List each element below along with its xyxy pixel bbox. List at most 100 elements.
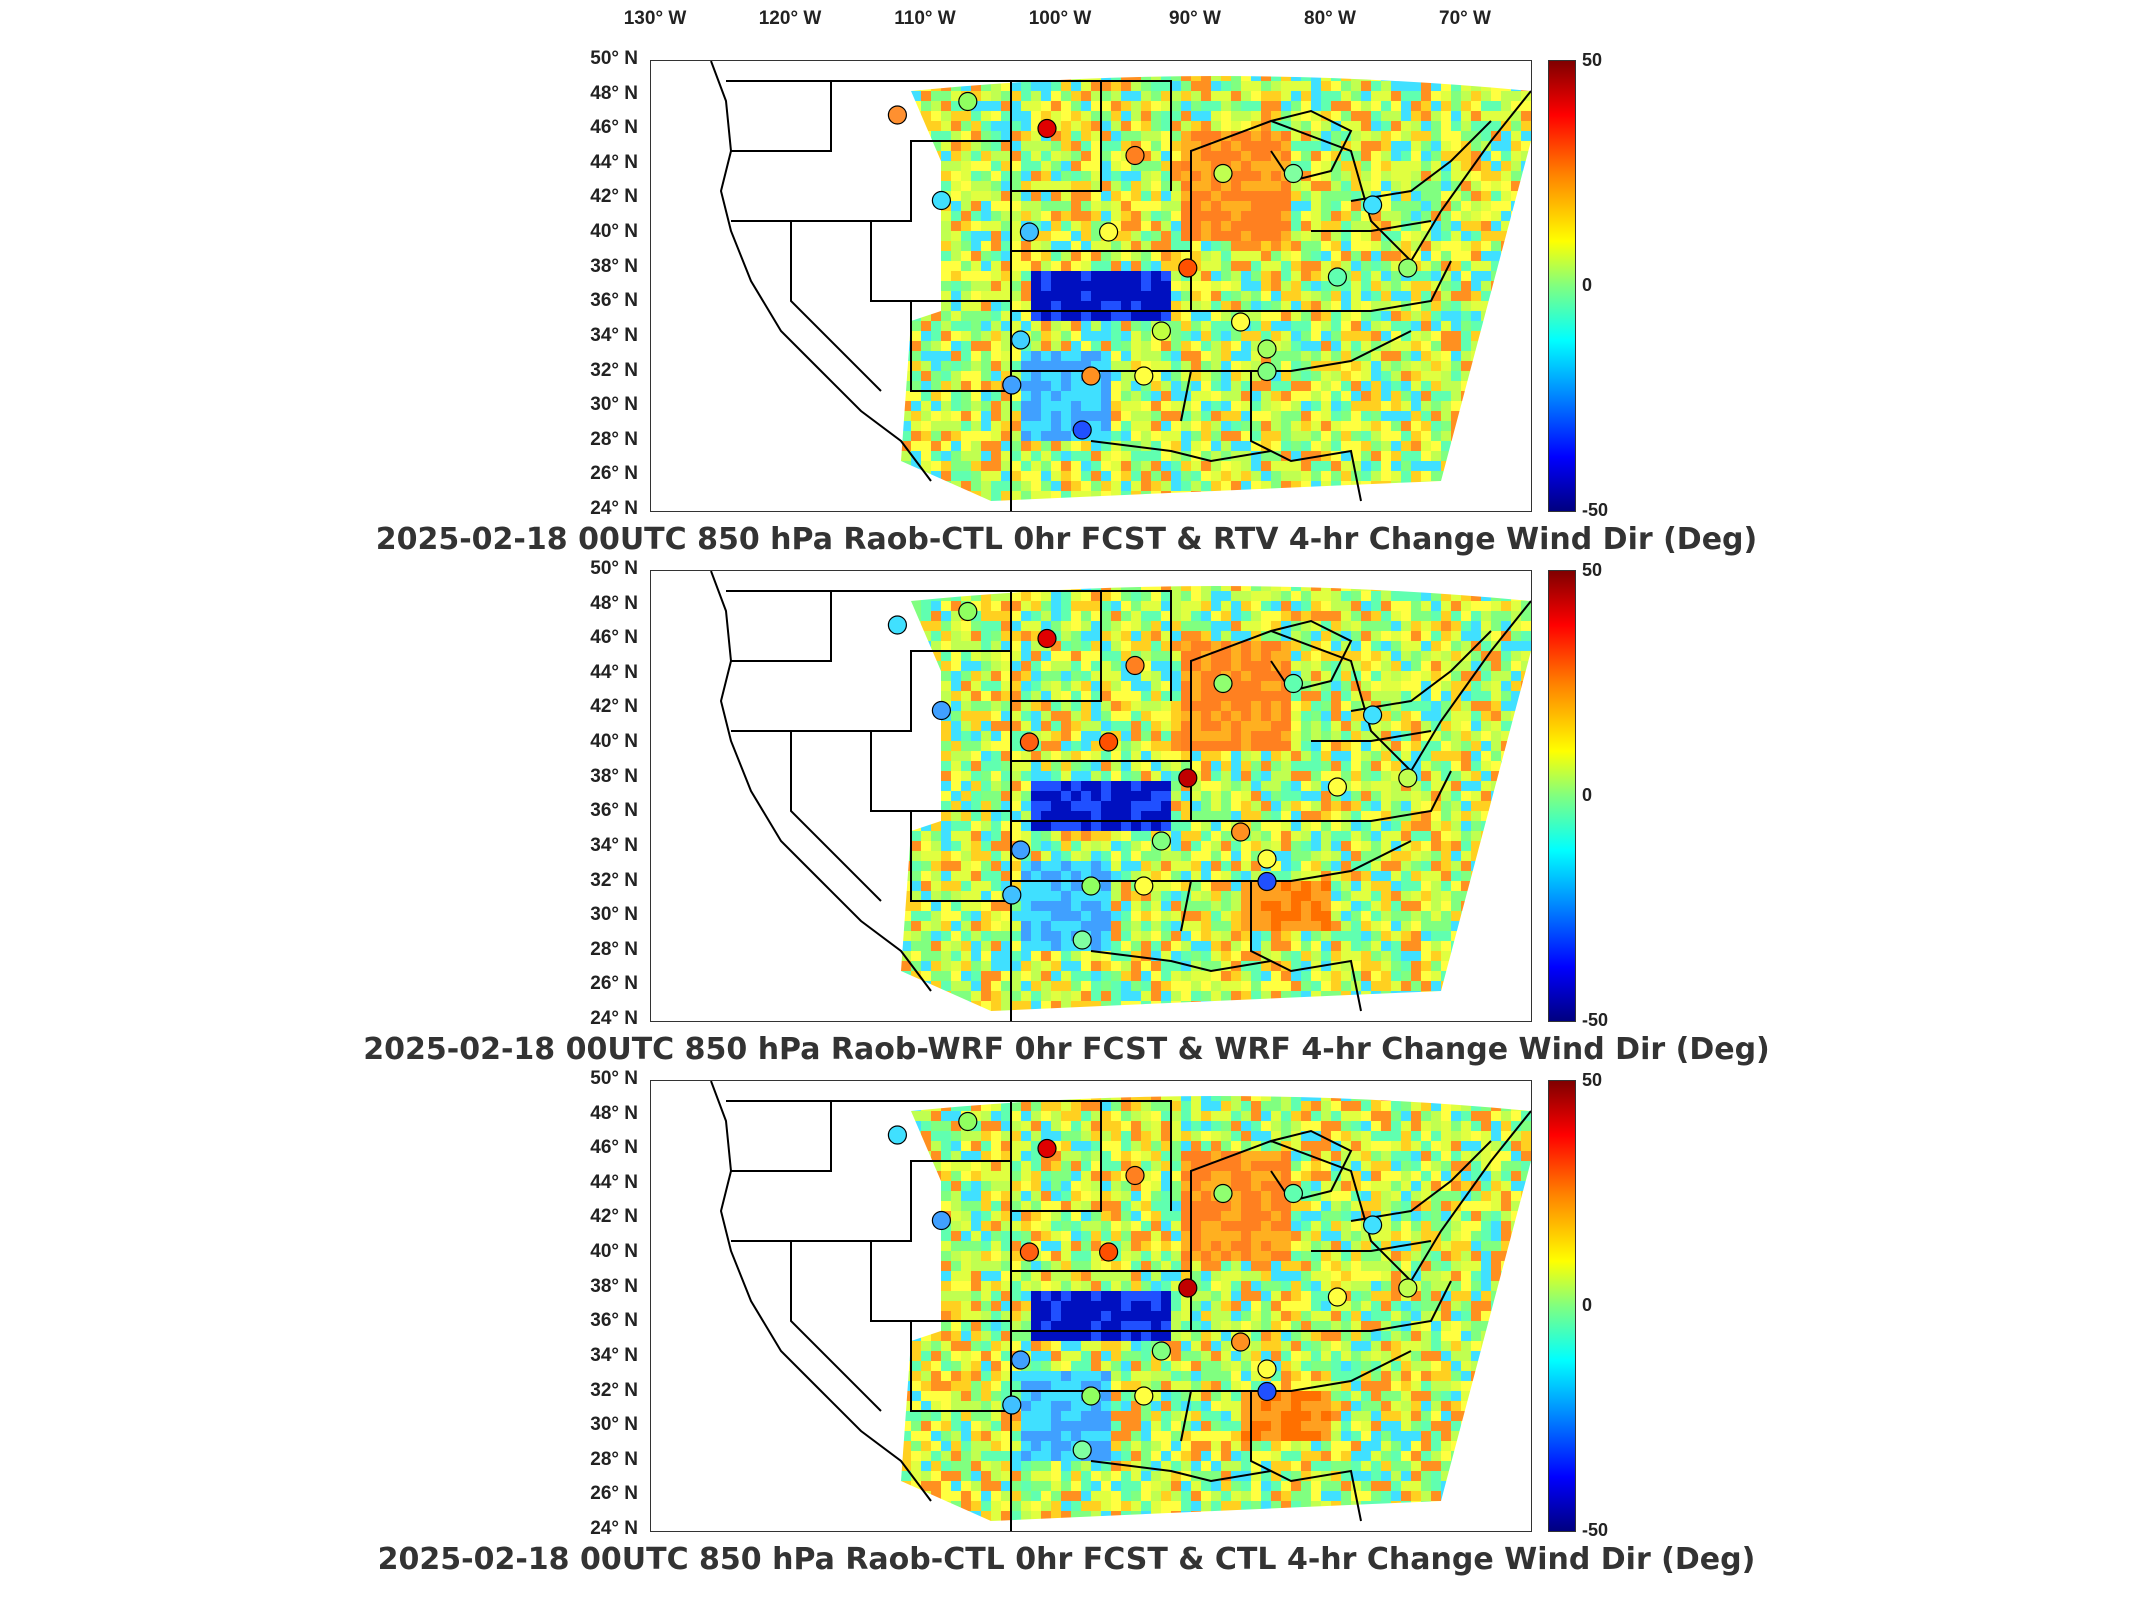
lat-label: 24° N bbox=[590, 1518, 638, 1539]
raob-station-marker bbox=[1283, 1183, 1304, 1204]
lat-label: 36° N bbox=[590, 1310, 638, 1332]
lat-label: 38° N bbox=[590, 1275, 638, 1297]
lat-label: 46° N bbox=[590, 1137, 638, 1159]
raob-station-marker bbox=[1037, 1138, 1057, 1159]
lon-label: 70° W bbox=[1439, 8, 1491, 29]
lat-label: 44° N bbox=[590, 1171, 638, 1193]
colorbar bbox=[1548, 570, 1576, 1022]
raob-station-marker bbox=[887, 1125, 907, 1145]
lat-label: 32° N bbox=[590, 869, 638, 891]
raob-station-marker bbox=[1037, 628, 1057, 649]
colorbar-tick-label: 0 bbox=[1582, 1295, 1593, 1315]
lat-label: 30° N bbox=[590, 1414, 638, 1436]
colorbar bbox=[1548, 1080, 1576, 1532]
raob-station-marker bbox=[1283, 163, 1304, 184]
wind-field bbox=[901, 586, 1531, 1011]
lon-label: 120° W bbox=[758, 8, 822, 29]
wind-direction-map bbox=[650, 1080, 1532, 1532]
raob-station-marker bbox=[1072, 1440, 1092, 1460]
lat-label: 42° N bbox=[590, 696, 638, 718]
map-svg bbox=[710, 61, 1531, 511]
raob-station-marker bbox=[1081, 1386, 1101, 1406]
map-panel: 50° N 48° N 46° N 44° N 42° N 40° N 38° N 36° N… bbox=[0, 48, 2133, 570]
lat-label: 28° N bbox=[590, 1448, 638, 1470]
raob-station-marker bbox=[1134, 1386, 1154, 1406]
map-svg bbox=[710, 1081, 1531, 1531]
raob-station-marker bbox=[1072, 420, 1092, 440]
raob-station-marker bbox=[1327, 777, 1348, 797]
raob-station-marker bbox=[1151, 321, 1171, 341]
lat-label: 38° N bbox=[590, 765, 638, 787]
lat-label: 30° N bbox=[590, 904, 638, 926]
panel-title: 2025-02-18 00UTC 850 hPa Raob-WRF 0hr FC… bbox=[363, 1032, 1770, 1067]
raob-station-marker bbox=[1327, 1287, 1348, 1307]
colorbar-tick-label: -50 bbox=[1582, 500, 1609, 520]
raob-station-marker bbox=[887, 105, 907, 125]
lat-label: 34° N bbox=[590, 834, 638, 856]
lat-label: 42° N bbox=[590, 186, 638, 208]
lon-label: 90° W bbox=[1169, 8, 1221, 29]
raob-station-marker bbox=[1362, 195, 1383, 215]
lat-label: 46° N bbox=[590, 117, 638, 139]
raob-station-marker bbox=[1257, 1381, 1277, 1402]
raob-station-marker bbox=[931, 1210, 951, 1231]
raob-station-marker bbox=[1099, 1242, 1119, 1262]
lat-label: 48° N bbox=[590, 1102, 638, 1124]
lat-label: 46° N bbox=[590, 627, 638, 649]
raob-stations bbox=[887, 91, 1418, 440]
lat-label: 44° N bbox=[590, 661, 638, 683]
raob-station-marker bbox=[1257, 871, 1277, 892]
lat-label: 38° N bbox=[590, 255, 638, 277]
colorbar-tick-label: 50 bbox=[1582, 560, 1603, 580]
map-panel: 50° N 48° N 46° N 44° N 42° N 40° N 38° N 36° N… bbox=[0, 1068, 2133, 1590]
raob-station-marker bbox=[1081, 876, 1101, 896]
raob-station-marker bbox=[1099, 732, 1119, 752]
raob-station-marker bbox=[931, 190, 951, 211]
raob-stations bbox=[887, 1111, 1418, 1460]
lat-label: 34° N bbox=[590, 1344, 638, 1366]
lat-label: 40° N bbox=[590, 731, 638, 753]
raob-station-marker bbox=[1230, 1332, 1251, 1352]
lat-label: 40° N bbox=[590, 1241, 638, 1263]
raob-station-marker bbox=[1327, 267, 1348, 287]
lon-label: 100° W bbox=[1028, 8, 1092, 29]
raob-station-marker bbox=[1257, 1359, 1277, 1379]
wind-direction-map bbox=[650, 570, 1532, 1022]
raob-station-marker bbox=[1257, 361, 1277, 382]
lat-label: 24° N bbox=[590, 1008, 638, 1029]
colorbar-tick-label: 50 bbox=[1582, 50, 1603, 70]
lat-label: 44° N bbox=[590, 151, 638, 173]
raob-station-marker bbox=[958, 1111, 978, 1132]
raob-station-marker bbox=[1257, 339, 1277, 359]
lat-label: 42° N bbox=[590, 1206, 638, 1228]
raob-station-marker bbox=[1283, 673, 1304, 694]
raob-station-marker bbox=[1151, 1341, 1171, 1361]
raob-station-marker bbox=[1019, 732, 1039, 752]
panel-title: 2025-02-18 00UTC 850 hPa Raob-CTL 0hr FC… bbox=[377, 1542, 1756, 1577]
raob-station-marker bbox=[1151, 831, 1171, 851]
raob-station-marker bbox=[1213, 163, 1233, 184]
raob-station-marker bbox=[1019, 1242, 1039, 1262]
raob-station-marker bbox=[1398, 768, 1418, 788]
raob-station-marker bbox=[1125, 145, 1145, 166]
raob-station-marker bbox=[1398, 258, 1418, 278]
raob-station-marker bbox=[1081, 366, 1101, 386]
raob-station-marker bbox=[1230, 312, 1251, 332]
raob-station-marker bbox=[958, 91, 978, 112]
raob-station-marker bbox=[1257, 849, 1277, 869]
map-panel: 50° N 48° N 46° N 44° N 42° N 40° N 38° N 36° N… bbox=[0, 558, 2133, 1080]
lat-label: 28° N bbox=[590, 938, 638, 960]
raob-station-marker bbox=[1072, 930, 1092, 950]
raob-station-marker bbox=[1362, 1215, 1383, 1235]
raob-station-marker bbox=[1002, 375, 1022, 395]
raob-station-marker bbox=[1099, 222, 1119, 242]
raob-stations bbox=[887, 601, 1418, 950]
raob-station-marker bbox=[1125, 655, 1145, 676]
state-boundaries bbox=[710, 571, 1531, 1021]
raob-station-marker bbox=[1213, 1183, 1233, 1204]
lat-label: 32° N bbox=[590, 359, 638, 381]
raob-station-marker bbox=[887, 615, 907, 635]
wind-direction-map bbox=[650, 60, 1532, 512]
colorbar-tick-label: 0 bbox=[1582, 785, 1593, 805]
map-svg bbox=[710, 571, 1531, 1021]
